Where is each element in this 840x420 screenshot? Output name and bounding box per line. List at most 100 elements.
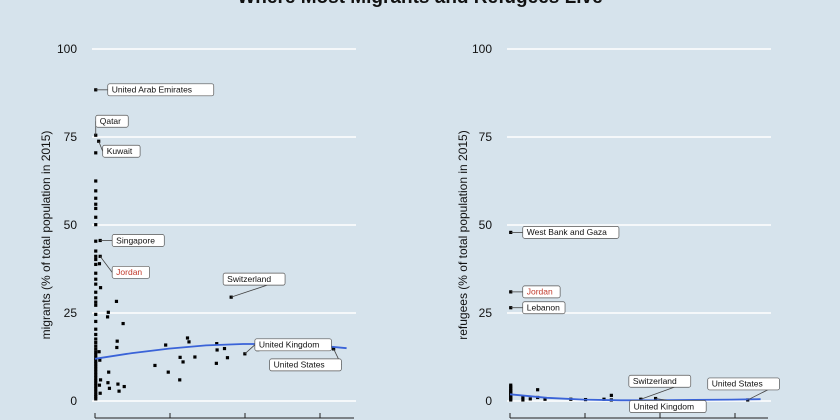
annotation-label: United States (274, 360, 325, 370)
annotation-box (522, 285, 561, 299)
annotation-label: United States (712, 379, 763, 389)
data-point (609, 393, 613, 397)
annotation: Switzerland (628, 374, 692, 400)
data-point (94, 378, 98, 383)
data-point (105, 315, 110, 319)
data-point (94, 381, 98, 385)
annotation-box (222, 272, 286, 286)
data-point (94, 196, 98, 200)
annotation: United Arab Emirates (95, 83, 215, 97)
data-point (114, 299, 119, 303)
annotation: Kuwait (98, 141, 141, 158)
annotation: Lebanon (510, 301, 566, 315)
data-point (94, 362, 98, 366)
data-point (94, 215, 98, 219)
chart-title: Where Most Migrants and Refugees Live (0, 0, 840, 9)
y-tick-label: 100 (57, 42, 77, 56)
data-point (94, 390, 98, 394)
annotation-box (628, 374, 692, 388)
data-point (94, 337, 98, 341)
data-point (107, 370, 111, 374)
annotation: United Kingdom (244, 338, 332, 355)
annotation-box (522, 301, 566, 315)
annotation-label: Qatar (100, 116, 121, 126)
annotation-leader (244, 344, 256, 355)
data-point (94, 271, 98, 275)
annotation: Switzerland (222, 272, 286, 298)
annotation-label: West Bank and Gaza (527, 227, 607, 237)
data-point (187, 340, 191, 344)
data-point (181, 360, 185, 364)
y-tick-label: 50 (479, 218, 493, 232)
y-tick-label: 100 (472, 42, 492, 56)
annotation-box (629, 400, 707, 413)
y-tick-label: 75 (479, 130, 493, 144)
y-tick-label: 50 (64, 218, 78, 232)
annotation-label: Switzerland (227, 274, 271, 284)
data-point (521, 398, 525, 402)
data-point (94, 202, 98, 206)
annotation: Singapore (100, 234, 165, 247)
data-point (94, 290, 98, 294)
data-point (178, 378, 182, 382)
data-point (94, 350, 98, 355)
data-point (94, 353, 98, 357)
data-point (121, 321, 125, 326)
annotation: West Bank and Gaza (510, 226, 620, 239)
data-point (94, 387, 98, 391)
data-point (94, 254, 98, 258)
annotation-box (107, 83, 215, 97)
data-point (94, 277, 98, 281)
data-point (116, 382, 120, 386)
annotation-box (269, 358, 342, 372)
data-point (94, 206, 98, 211)
annotation-box (254, 338, 332, 352)
annotation-box (111, 265, 150, 279)
data-point (536, 388, 540, 392)
data-point (94, 370, 98, 374)
data-point (98, 286, 103, 290)
data-point (115, 345, 119, 350)
data-point (94, 393, 98, 397)
data-point (97, 350, 101, 354)
annotation-label: Jordan (116, 267, 142, 277)
annotation-box (707, 377, 780, 391)
annotation-label: Lebanon (527, 303, 560, 313)
data-point (106, 381, 110, 385)
data-point (94, 319, 98, 324)
annotation: Jordan (510, 285, 561, 299)
annotation-label: Switzerland (633, 376, 677, 386)
data-point (97, 262, 102, 266)
data-point (94, 359, 98, 363)
data-point (94, 151, 98, 155)
data-point (215, 342, 219, 346)
data-point (94, 384, 98, 388)
panel-2: 0 25 50 75 100 refugees (% of total populatio… (456, 42, 780, 419)
data-point (106, 310, 110, 314)
data-point (98, 391, 102, 395)
data-point (214, 361, 218, 365)
data-point (94, 262, 98, 267)
annotation-label: Singapore (116, 235, 155, 245)
annotation: Jordan (99, 256, 150, 279)
data-point (94, 367, 98, 371)
y-tick-label: 0 (70, 394, 77, 408)
data-point (215, 348, 219, 352)
y-axis-title: refugees (% of total population in 2015) (456, 130, 470, 339)
data-point (122, 384, 126, 389)
annotation: Qatar (95, 114, 129, 136)
data-point (528, 397, 532, 401)
annotation-label: United Arab Emirates (112, 85, 192, 95)
y-axis-title: migrants (% of total population in 2015) (39, 131, 53, 340)
data-point (222, 346, 227, 351)
data-point (98, 358, 102, 362)
y-tick-label: 75 (64, 130, 78, 144)
data-point (509, 385, 513, 389)
data-point (94, 332, 98, 337)
data-point (509, 387, 513, 391)
y-tick-label: 0 (485, 394, 492, 408)
annotation-label: United Kingdom (259, 340, 319, 350)
annotation-label: Jordan (527, 287, 553, 297)
annotation: United States (269, 348, 342, 372)
